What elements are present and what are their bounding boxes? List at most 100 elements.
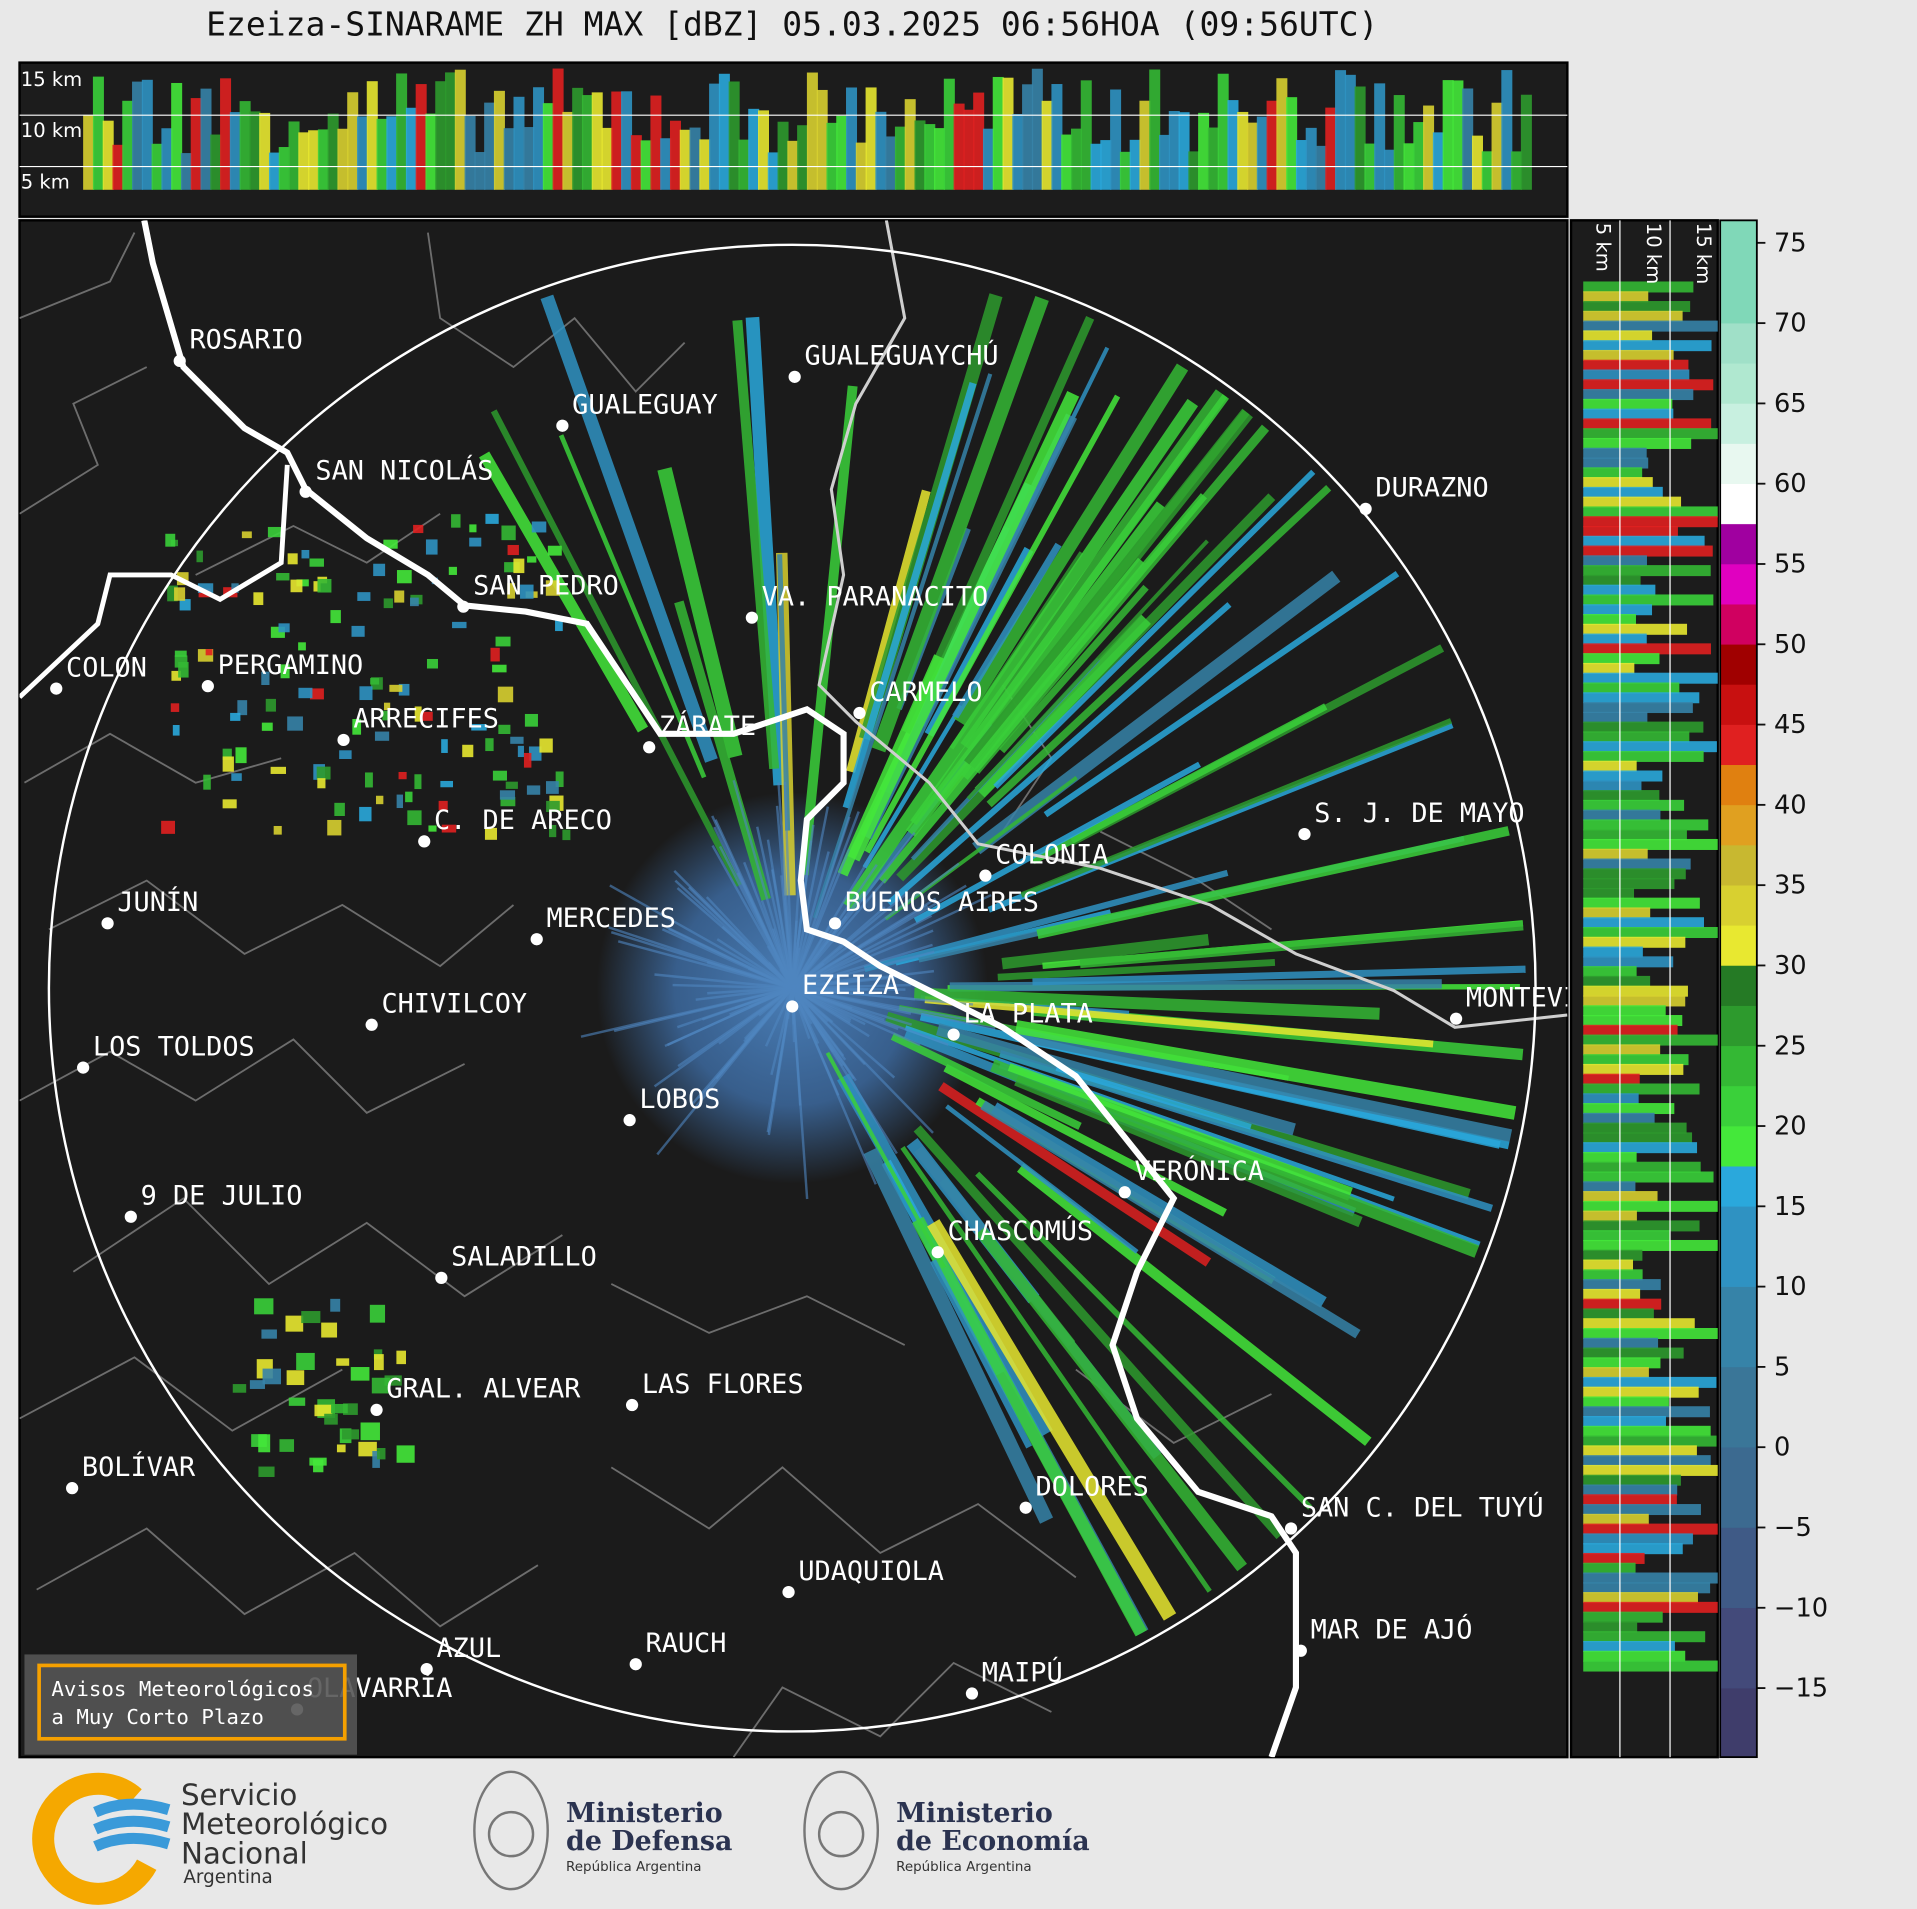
echo-cell [375, 795, 384, 805]
echo-cell [231, 773, 242, 781]
echo-cell [382, 710, 390, 721]
echo-column [1583, 1171, 1714, 1183]
echo-cell [336, 1358, 350, 1366]
echo-cell [517, 745, 524, 758]
city-dot [50, 682, 63, 695]
echo-column [1583, 1416, 1666, 1428]
echo-ray [791, 906, 886, 990]
city-dot [1284, 1522, 1298, 1535]
echo-column [1583, 1024, 1678, 1036]
echo-ray [998, 584, 1149, 754]
echo-cell [262, 1368, 281, 1385]
echo-cell [265, 698, 276, 712]
notice-text[interactable]: a Muy Corto Plazo [51, 1705, 264, 1729]
echo-column [102, 120, 114, 190]
echo-column [141, 79, 153, 190]
echo-column [1168, 111, 1180, 190]
echo-column [523, 127, 535, 190]
echo-ray [654, 973, 793, 990]
echo-cell [298, 687, 313, 699]
city-dot [1118, 1186, 1131, 1199]
echo-column [1583, 878, 1675, 890]
echo-cell [288, 1397, 306, 1406]
echo-column [493, 90, 505, 190]
city-label: C. DE ARECO [434, 805, 612, 836]
notice-text[interactable]: Avisos Meteorológicos [51, 1677, 314, 1701]
city-dot [101, 917, 114, 930]
echo-column [1022, 84, 1034, 190]
echo-cell [485, 513, 499, 524]
echo-column [1583, 1210, 1637, 1222]
echo-ray [914, 987, 1380, 1020]
echo-column [1002, 77, 1014, 190]
echo-column [728, 81, 740, 190]
city-dot [1294, 1644, 1307, 1657]
echo-column [376, 118, 388, 190]
echo-ray [1017, 1163, 1372, 1446]
logo-text: República Argentina [566, 1859, 701, 1875]
echo-cell [222, 748, 232, 760]
logo-text: Argentina [183, 1867, 272, 1888]
city-dot [625, 1398, 639, 1412]
echo-column [1583, 1054, 1689, 1066]
colorbar-band [1719, 884, 1758, 926]
echo-column [669, 120, 681, 190]
echo-cell [205, 649, 213, 656]
city-label: SAN PEDRO [473, 570, 619, 601]
echo-cell [290, 579, 303, 593]
echo-column [552, 68, 564, 190]
echo-column [836, 115, 848, 190]
echo-ray [864, 394, 1121, 854]
colorbar-band [1719, 563, 1758, 605]
colorbar-tick-label: 35 [1774, 871, 1807, 901]
city-dot [124, 1210, 137, 1223]
echo-column [992, 76, 1004, 190]
echo-ray [791, 929, 934, 990]
echo-column [1159, 134, 1171, 190]
echo-cell [241, 531, 252, 539]
echo-cell [321, 1322, 338, 1338]
echo-column [1583, 682, 1680, 694]
echo-cell [451, 514, 461, 528]
echo-column [1583, 1552, 1645, 1564]
echo-cell [545, 781, 559, 794]
echo-column [1583, 1621, 1638, 1633]
echo-cell [440, 780, 454, 788]
echo-ray [993, 469, 1316, 789]
echo-cell [462, 744, 474, 758]
echo-cell [285, 1315, 304, 1332]
echo-column [1583, 1142, 1698, 1154]
colorbar-frame [1719, 219, 1758, 1759]
echo-column [1583, 1357, 1661, 1369]
echo-column [1583, 467, 1643, 479]
echo-column [1583, 477, 1653, 489]
echo-column [122, 100, 134, 190]
echo-cell [526, 785, 541, 795]
echo-ray [1036, 826, 1510, 940]
echo-column [1344, 74, 1356, 190]
echo-column [1139, 100, 1151, 190]
echo-ray [791, 987, 840, 1096]
echo-cell [546, 800, 560, 813]
echo-column [1452, 80, 1464, 190]
echo-column [611, 91, 623, 190]
echo-column [1583, 985, 1688, 997]
echo-column [1583, 1103, 1675, 1115]
echo-column [1583, 1122, 1687, 1134]
echo-cell [359, 686, 373, 701]
echo-column [630, 135, 642, 190]
city-label: CHASCOMÚS [947, 1215, 1093, 1247]
city-label: SAN C. DEL TUYÚ [1301, 1491, 1544, 1523]
echo-column [1583, 1279, 1661, 1291]
notice-frame[interactable] [37, 1663, 347, 1741]
title: Ezeiza-SINARAME ZH MAX [dBZ] 05.03.2025 … [206, 5, 1378, 44]
echo-cell [510, 736, 524, 744]
echo-cell [383, 539, 398, 549]
echo-cell [371, 1377, 391, 1394]
echo-column [1256, 116, 1268, 190]
echo-column [1520, 94, 1532, 190]
echo-cell [396, 1445, 415, 1463]
echo-column [386, 116, 398, 190]
echo-ray [904, 1025, 1395, 1202]
echo-ray [745, 316, 787, 786]
